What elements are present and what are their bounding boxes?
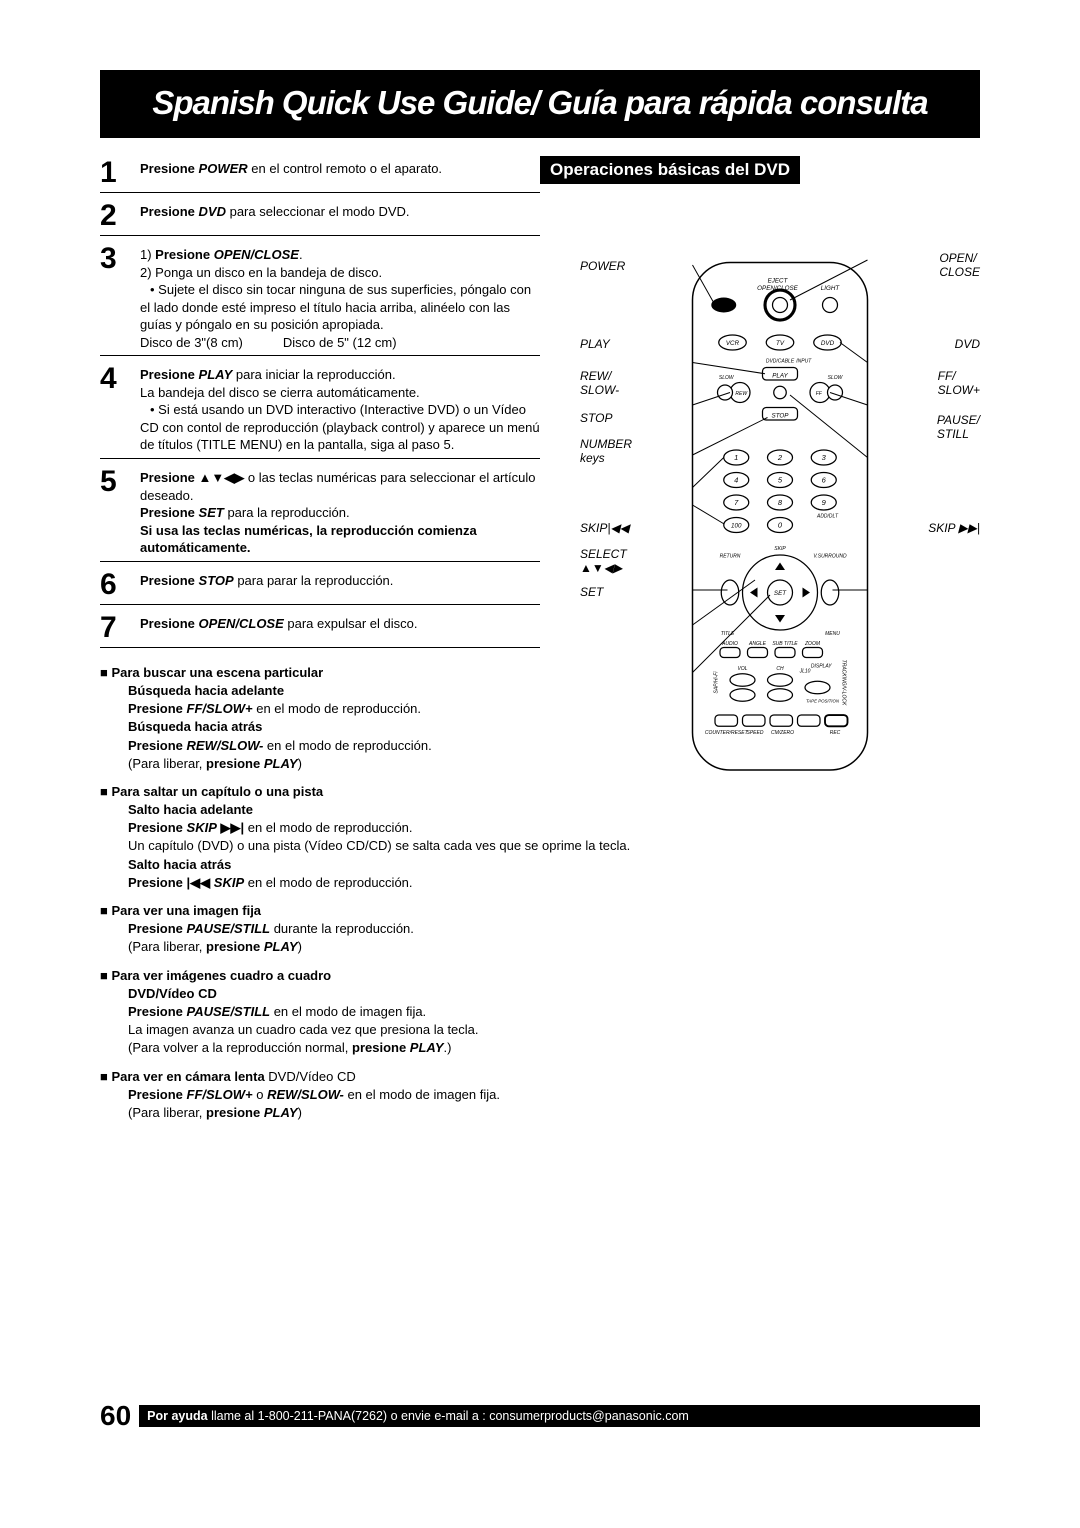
label-stop: STOP xyxy=(580,411,612,425)
svg-text:V.SURROUND: V.SURROUND xyxy=(813,554,847,560)
svg-text:1: 1 xyxy=(734,453,738,462)
svg-text:TV: TV xyxy=(776,340,785,347)
label-number-keys: NUMBER keys xyxy=(580,437,632,465)
tip-heading: Para ver en cámara lenta DVD/Vídeo CD xyxy=(100,1068,980,1086)
svg-text:CM/ZERO: CM/ZERO xyxy=(771,730,794,736)
step-body: Presione POWER en el control remoto o el… xyxy=(140,156,442,178)
svg-text:4: 4 xyxy=(734,476,738,485)
step-body: Presione STOP para parar la reproducción… xyxy=(140,568,393,590)
label-set: SET xyxy=(580,585,603,599)
svg-text:ZOOM: ZOOM xyxy=(804,641,821,647)
svg-text:DVD/CABLE: DVD/CABLE xyxy=(766,359,795,365)
label-rew-slow: REW/ SLOW- xyxy=(580,369,619,397)
svg-text:REC: REC xyxy=(830,730,841,736)
tip-text: Presione FF/SLOW+ o REW/SLOW- en el modo… xyxy=(100,1086,980,1122)
step-body: Presione OPEN/CLOSE para expulsar el dis… xyxy=(140,611,417,633)
tip-text: Presione PAUSE/STILL en el modo de image… xyxy=(100,1003,980,1058)
svg-text:2: 2 xyxy=(777,453,783,462)
step-number: 1 xyxy=(100,156,140,188)
step-row: 31) Presione OPEN/CLOSE.2) Ponga un disc… xyxy=(100,242,540,356)
step-row: 1Presione POWER en el control remoto o e… xyxy=(100,156,540,193)
svg-text:100: 100 xyxy=(731,523,742,530)
step-number: 6 xyxy=(100,568,140,600)
svg-text:SLOW: SLOW xyxy=(719,375,735,381)
svg-text:ADD/DLT: ADD/DLT xyxy=(816,514,839,520)
svg-text:DVD: DVD xyxy=(821,340,835,347)
title-bar: Spanish Quick Use Guide/ Guía para rápid… xyxy=(100,70,980,138)
svg-text:VOL: VOL xyxy=(737,666,747,672)
step-row: 4Presione PLAY para iniciar la reproducc… xyxy=(100,362,540,459)
step-body: Presione ▲▼◀▶ o las teclas numéricas par… xyxy=(140,465,540,557)
label-power: POWER xyxy=(580,259,625,273)
step-number: 3 xyxy=(100,242,140,274)
tip-text: Presione PAUSE/STILL durante la reproduc… xyxy=(100,920,980,956)
step-number: 5 xyxy=(100,465,140,497)
step-body: 1) Presione OPEN/CLOSE.2) Ponga un disco… xyxy=(140,242,540,351)
tip-heading: Para saltar un capítulo o una pista xyxy=(100,783,980,801)
svg-text:SKIP: SKIP xyxy=(774,546,786,552)
svg-text:OPEN/CLOSE: OPEN/CLOSE xyxy=(757,285,798,292)
step-number: 4 xyxy=(100,362,140,394)
svg-text:VCR: VCR xyxy=(726,340,740,347)
footer-rest: llame al 1-800-211-PANA(7262) o envie e-… xyxy=(211,1409,689,1423)
svg-text:INPUT: INPUT xyxy=(796,359,812,365)
label-play: PLAY xyxy=(580,337,610,351)
label-ff-slow: FF/ SLOW+ xyxy=(938,369,980,397)
svg-text:ANGLE: ANGLE xyxy=(748,641,767,647)
step-row: 5Presione ▲▼◀▶ o las teclas numéricas pa… xyxy=(100,465,540,562)
label-skip-fwd: SKIP ▶▶| xyxy=(928,521,980,535)
svg-text:COUNTER/RESET: COUNTER/RESET xyxy=(705,730,749,736)
tip-text: Presione SKIP ▶▶| en el modo de reproduc… xyxy=(100,819,980,855)
svg-text:CH: CH xyxy=(776,666,784,672)
svg-text:PLAY: PLAY xyxy=(772,373,788,380)
step-body: Presione DVD para seleccionar el modo DV… xyxy=(140,199,410,221)
svg-text:TAPE POSITION: TAPE POSITION xyxy=(806,699,840,704)
tip-heading: Para ver una imagen fija xyxy=(100,902,980,920)
svg-text:SAP/Hi-Fi: SAP/Hi-Fi xyxy=(714,671,720,694)
step-number: 2 xyxy=(100,199,140,231)
svg-text:LIGHT: LIGHT xyxy=(821,285,841,292)
section-header: Operaciones básicas del DVD xyxy=(540,156,800,184)
svg-text:EJECT: EJECT xyxy=(768,278,789,285)
label-open-close: OPEN/ CLOSE xyxy=(939,251,980,279)
tip-subhead: DVD/Vídeo CD xyxy=(100,985,980,1003)
step-body: Presione PLAY para iniciar la reproducci… xyxy=(140,362,540,454)
svg-text:TRACKING/V-LOCK: TRACKING/V-LOCK xyxy=(841,660,847,706)
step-row: 6Presione STOP para parar la reproducció… xyxy=(100,568,540,605)
svg-text:SUB TITLE: SUB TITLE xyxy=(772,641,798,647)
svg-text:RETURN: RETURN xyxy=(720,554,741,560)
svg-text:SPEED: SPEED xyxy=(747,730,764,736)
page-title: Spanish Quick Use Guide/ Guía para rápid… xyxy=(110,84,970,122)
tip-subhead: Salto hacia adelante xyxy=(100,801,980,819)
svg-text:DISPLAY: DISPLAY xyxy=(811,664,832,670)
page-footer: 60 Por ayuda llame al 1-800-211-PANA(726… xyxy=(100,1400,980,1432)
steps-area: 1Presione POWER en el control remoto o e… xyxy=(100,156,540,654)
tip-text: Presione |◀◀ SKIP en el modo de reproduc… xyxy=(100,874,980,892)
svg-text:REW: REW xyxy=(735,391,748,397)
svg-text:JL10: JL10 xyxy=(799,669,811,675)
footer-bold: Por ayuda xyxy=(147,1409,207,1423)
svg-text:SET: SET xyxy=(774,590,787,597)
footer-bar: Por ayuda llame al 1-800-211-PANA(7262) … xyxy=(139,1405,980,1427)
label-select: SELECT ▲▼◀▶ xyxy=(580,547,627,575)
tip-subhead: Salto hacia atrás xyxy=(100,856,980,874)
svg-text:FF: FF xyxy=(816,391,823,397)
step-row: 7Presione OPEN/CLOSE para expulsar el di… xyxy=(100,611,540,648)
svg-text:MENU: MENU xyxy=(825,631,840,637)
page-number: 60 xyxy=(100,1400,131,1432)
step-row: 2Presione DVD para seleccionar el modo D… xyxy=(100,199,540,236)
label-pause-still: PAUSE/ STILL xyxy=(937,413,980,441)
label-skip-back: SKIP|◀◀ xyxy=(580,521,629,535)
label-dvd: DVD xyxy=(955,337,980,351)
svg-text:SLOW: SLOW xyxy=(828,375,844,381)
step-number: 7 xyxy=(100,611,140,643)
tip-heading: Para ver imágenes cuadro a cuadro xyxy=(100,967,980,985)
svg-text:STOP: STOP xyxy=(772,413,790,420)
